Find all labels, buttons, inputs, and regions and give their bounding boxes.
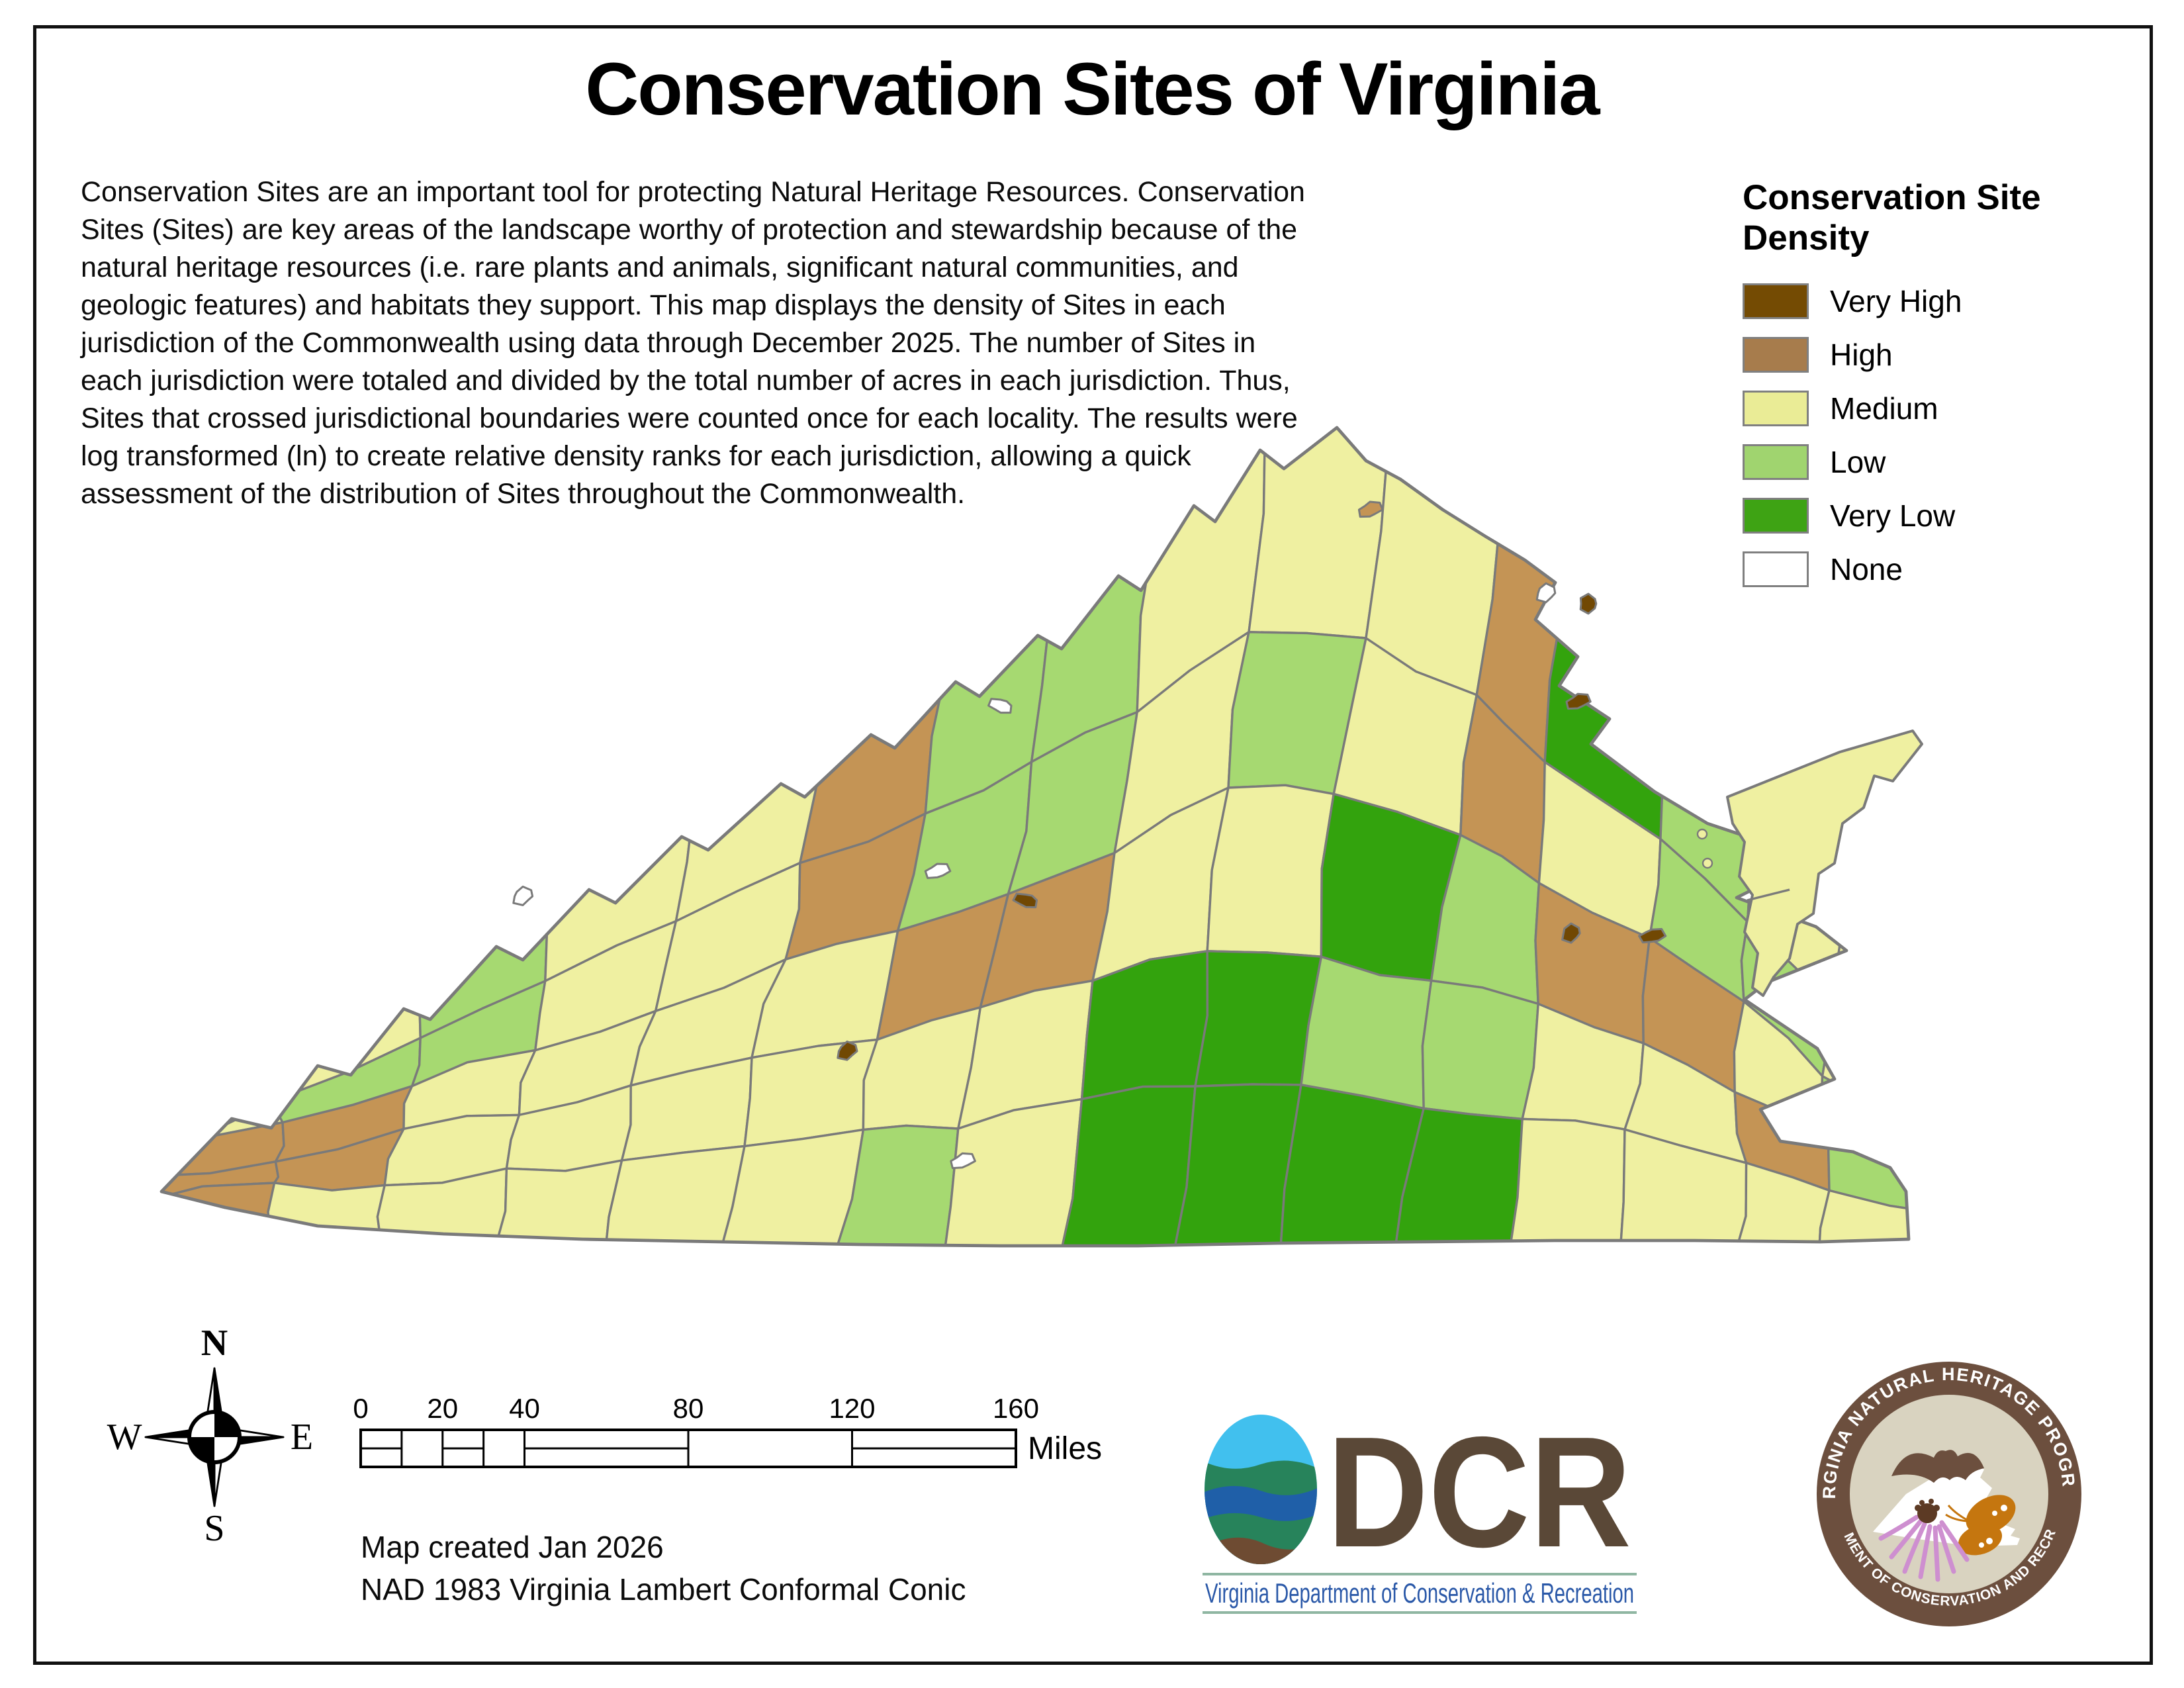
vnhp-logo: VIRGINIA NATURAL HERITAGE PROGRAM DEPART… — [1805, 1342, 2085, 1630]
legend-swatch — [1743, 444, 1809, 480]
county-polygon — [939, 1098, 1083, 1246]
legend-item-very-high: Very High — [1743, 283, 2113, 319]
bay-island — [1696, 828, 1708, 840]
county-polygon — [491, 1159, 623, 1246]
virginia-map-svg — [159, 426, 1923, 1248]
independent-city-enclave — [512, 885, 534, 906]
county-polygon — [1617, 1128, 1748, 1246]
county-polygon — [1300, 955, 1433, 1110]
county-polygon — [1206, 784, 1335, 958]
page-title: Conservation Sites of Virginia — [585, 48, 1600, 130]
page-border — [33, 25, 2153, 1665]
dcr-caption: Virginia Department of Conservation & Re… — [1205, 1577, 1634, 1609]
vnhp-bat-icon — [1891, 1450, 1984, 1483]
legend-item-very-low: Very Low — [1743, 498, 2113, 534]
dcr-oval-icon — [1205, 1415, 1317, 1564]
map-created-date: Map created Jan 2026 — [361, 1530, 664, 1564]
compass-rose: N S E W — [106, 1321, 324, 1549]
scalebar-tick-label: 40 — [509, 1393, 540, 1424]
dcr-acronym: DCR — [1327, 1409, 1631, 1580]
county-polygon — [1248, 428, 1390, 639]
county-polygon — [1421, 979, 1539, 1121]
bay-island — [1702, 857, 1713, 869]
county-polygon — [1165, 1083, 1302, 1246]
legend-label: None — [1830, 552, 1903, 586]
legend-item-low: Low — [1743, 444, 2113, 480]
county-polygon — [603, 1145, 746, 1246]
scalebar-tick-label: 80 — [673, 1393, 704, 1424]
legend-items: Very High High Medium Low Very Low None — [1743, 283, 2113, 587]
scalebar-tick-label: 0 — [353, 1393, 368, 1424]
north-arrow-icon: N S E W — [107, 1323, 314, 1549]
vnhp-butterfly-icon — [1945, 1495, 2016, 1556]
county-cells — [161, 428, 1909, 1246]
legend-label: Medium — [1830, 391, 1938, 426]
dcr-logo: DCR Virginia Department of Conservation … — [1201, 1405, 1638, 1617]
scalebar-tick-label: 120 — [829, 1393, 875, 1424]
dcr-rule-bottom — [1203, 1611, 1637, 1614]
independent-city-enclave — [950, 1152, 976, 1170]
state-outline — [159, 426, 1911, 1248]
map-metadata: Map created Jan 2026 NAD 1983 Virginia L… — [361, 1526, 966, 1611]
compass-south-label: S — [204, 1508, 224, 1546]
compass-north-label: N — [201, 1323, 228, 1364]
city-site-marker — [1579, 592, 1598, 615]
map-description: Conservation Sites are an important tool… — [81, 176, 1305, 510]
county-polygon — [1731, 1162, 1831, 1246]
county-polygon — [1834, 935, 1909, 1117]
county-polygon — [1504, 1117, 1626, 1246]
city-site-marker — [1012, 892, 1038, 909]
map-projection: NAD 1983 Virginia Lambert Conformal Coni… — [361, 1572, 966, 1607]
scale-bar: 0 20 40 80 120 160 Miles — [351, 1383, 1178, 1503]
legend-swatch — [1743, 283, 1809, 319]
scalebar-tick-label: 20 — [427, 1393, 458, 1424]
legend-swatch — [1743, 551, 1809, 587]
legend-swatch — [1743, 498, 1809, 534]
scalebar-tick-label: 160 — [993, 1393, 1039, 1424]
legend: Conservation Site Density Very High High M… — [1743, 177, 2113, 605]
legend-title: Conservation Site Density — [1743, 178, 2041, 258]
eastern-shore — [1726, 729, 1923, 997]
city-site-marker — [837, 1040, 858, 1061]
county-polygon — [267, 1182, 386, 1246]
compass-west-label: W — [107, 1417, 142, 1458]
city-site-marker — [1638, 927, 1667, 944]
legend-label: Low — [1830, 445, 1886, 479]
legend-item-high: High — [1743, 337, 2113, 373]
legend-swatch — [1743, 391, 1809, 426]
independent-city-enclave — [987, 698, 1013, 714]
legend-label: Very High — [1830, 284, 1962, 318]
vnhp-coneflower-center — [1915, 1499, 1940, 1523]
county-polygon — [1821, 1009, 1909, 1153]
city-site-marker — [1357, 500, 1384, 518]
scalebar-unit-label: Miles — [1028, 1431, 1102, 1466]
compass-east-label: E — [291, 1417, 313, 1458]
city-site-marker — [1561, 922, 1581, 944]
legend-swatch — [1743, 337, 1809, 373]
independent-city-enclave — [1535, 582, 1557, 604]
eastern-shore-divider — [1747, 888, 1790, 902]
legend-label: Very Low — [1830, 498, 1956, 533]
legend-label: High — [1830, 338, 1893, 372]
legend-item-medium: Medium — [1743, 391, 2113, 426]
legend-item-none: None — [1743, 551, 2113, 587]
county-polygon — [1277, 1084, 1425, 1246]
virginia-choropleth-map — [119, 397, 1985, 1271]
dcr-rule-top — [1203, 1573, 1637, 1575]
county-polygon — [161, 1182, 276, 1232]
county-polygon — [714, 1128, 865, 1246]
county-polygon — [1052, 1085, 1197, 1246]
city-site-marker — [1565, 692, 1592, 710]
vnhp-coneflower-icon — [1878, 1515, 1970, 1582]
independent-city-enclave — [924, 863, 952, 879]
